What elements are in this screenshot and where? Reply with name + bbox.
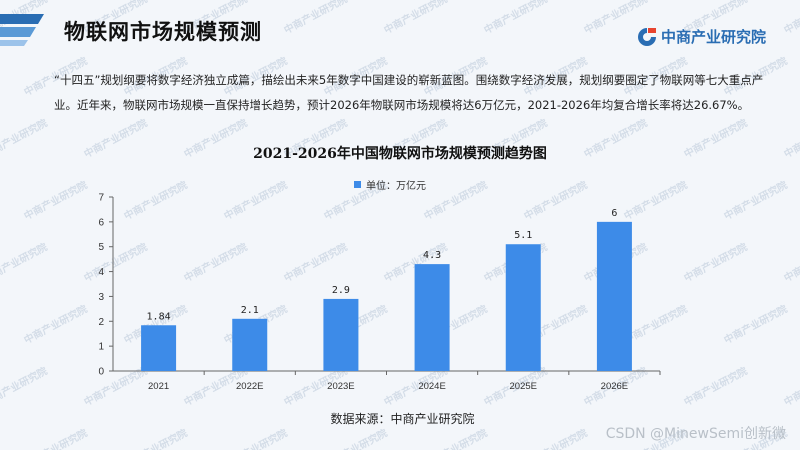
brand-name: 中商产业研究院	[660, 28, 766, 46]
y-tick-label: 4	[98, 267, 104, 278]
bar	[232, 318, 268, 371]
bar-data-label: 2.9	[332, 285, 350, 296]
bar	[323, 298, 359, 371]
header: 物联网市场规模预测 中商产业研究院	[0, 0, 800, 58]
y-tick-label: 6	[98, 217, 104, 228]
brand-logo: 中商产业研究院	[637, 26, 766, 47]
x-tick-label: 2026E	[601, 381, 628, 392]
legend-swatch	[354, 181, 361, 188]
y-tick-label: 3	[98, 292, 104, 303]
chart-legend: 单位：万亿元	[354, 177, 426, 192]
bar-data-label: 6	[611, 208, 617, 219]
intro-paragraph: “十四五”规划纲要将数字经济独立成篇，描绘出未来5年数字中国建设的崭新蓝图。围绕…	[54, 73, 764, 112]
data-source: 数据来源：中商产业研究院	[330, 412, 475, 426]
y-tick-label: 5	[98, 242, 104, 253]
y-tick-label: 0	[98, 367, 104, 378]
bar-data-label: 2.1	[241, 305, 259, 316]
y-tick-label: 2	[98, 317, 104, 328]
brand-icon	[637, 27, 656, 46]
header-stripe-icon	[0, 14, 44, 46]
bar-data-label: 5.1	[514, 230, 532, 241]
bar	[414, 264, 450, 371]
x-tick-label: 2021	[148, 381, 169, 392]
page-title: 物联网市场规模预测	[64, 20, 262, 44]
y-tick-label: 7	[98, 193, 104, 204]
bar-data-label: 4.3	[423, 250, 441, 261]
footer-watermark: CSDN @MinewSemi创新微	[605, 426, 786, 442]
bar-data-label: 1.84	[147, 311, 171, 322]
bar	[141, 325, 177, 371]
bar	[505, 244, 541, 371]
x-tick-label: 2022E	[236, 381, 263, 392]
chart-title: 2021-2026年中国物联网市场规模预测趋势图	[253, 146, 547, 162]
legend-label: 单位：万亿元	[366, 181, 426, 192]
x-tick-label: 2023E	[327, 381, 354, 392]
bar	[596, 221, 632, 371]
y-tick-label: 1	[98, 342, 104, 353]
x-tick-label: 2024E	[418, 381, 445, 392]
x-tick-label: 2025E	[510, 381, 537, 392]
